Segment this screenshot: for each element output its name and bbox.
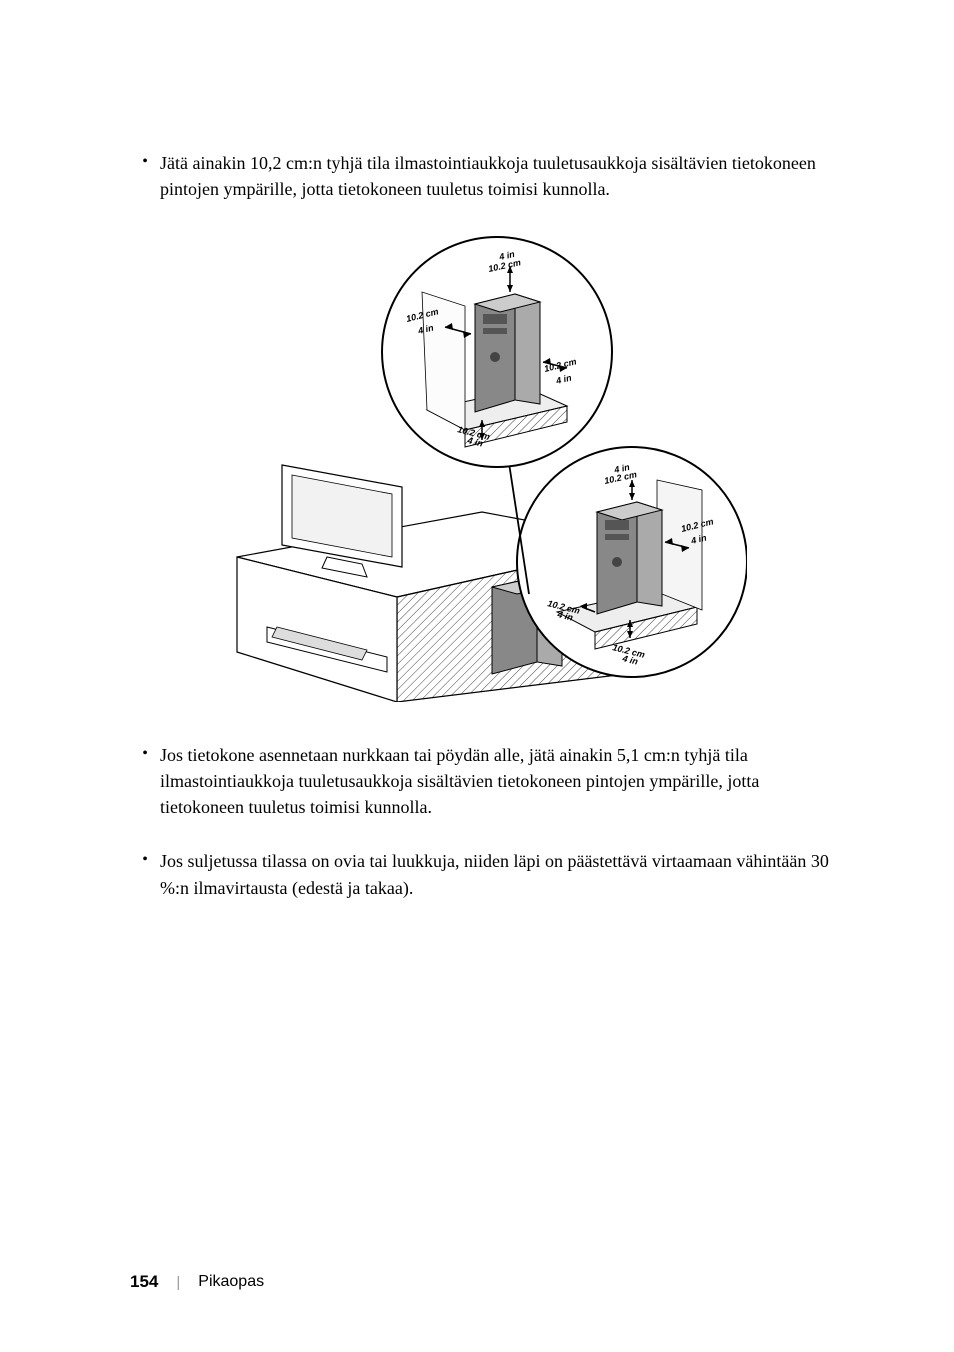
page-footer: 154 | Pikaopas [130, 1272, 264, 1292]
bullet-mark: • [130, 742, 160, 820]
bullet-item: • Jätä ainakin 10,2 cm:n tyhjä tila ilma… [130, 150, 844, 202]
bullet-text: Jos suljetussa tilassa on ovia tai luukk… [160, 848, 844, 900]
footer-divider: | [176, 1274, 180, 1291]
bullet-item: • Jos suljetussa tilassa on ovia tai luu… [130, 848, 844, 900]
footer-title: Pikaopas [198, 1273, 264, 1291]
diagram-container: 4 in 10.2 cm 10.2 cm 4 in 10.2 cm 4 in 1… [130, 232, 844, 702]
diagram-svg: 4 in 10.2 cm 10.2 cm 4 in 10.2 cm 4 in 1… [227, 232, 747, 702]
bullet-item: • Jos tietokone asennetaan nurkkaan tai … [130, 742, 844, 820]
page-number: 154 [130, 1272, 158, 1292]
bullet-text: Jos tietokone asennetaan nurkkaan tai pö… [160, 742, 844, 820]
bullet-mark: • [130, 848, 160, 900]
bullet-mark: • [130, 150, 160, 202]
page-container: • Jätä ainakin 10,2 cm:n tyhjä tila ilma… [0, 0, 954, 1352]
clearance-diagram: 4 in 10.2 cm 10.2 cm 4 in 10.2 cm 4 in 1… [227, 232, 747, 702]
bullet-text: Jätä ainakin 10,2 cm:n tyhjä tila ilmast… [160, 150, 844, 202]
